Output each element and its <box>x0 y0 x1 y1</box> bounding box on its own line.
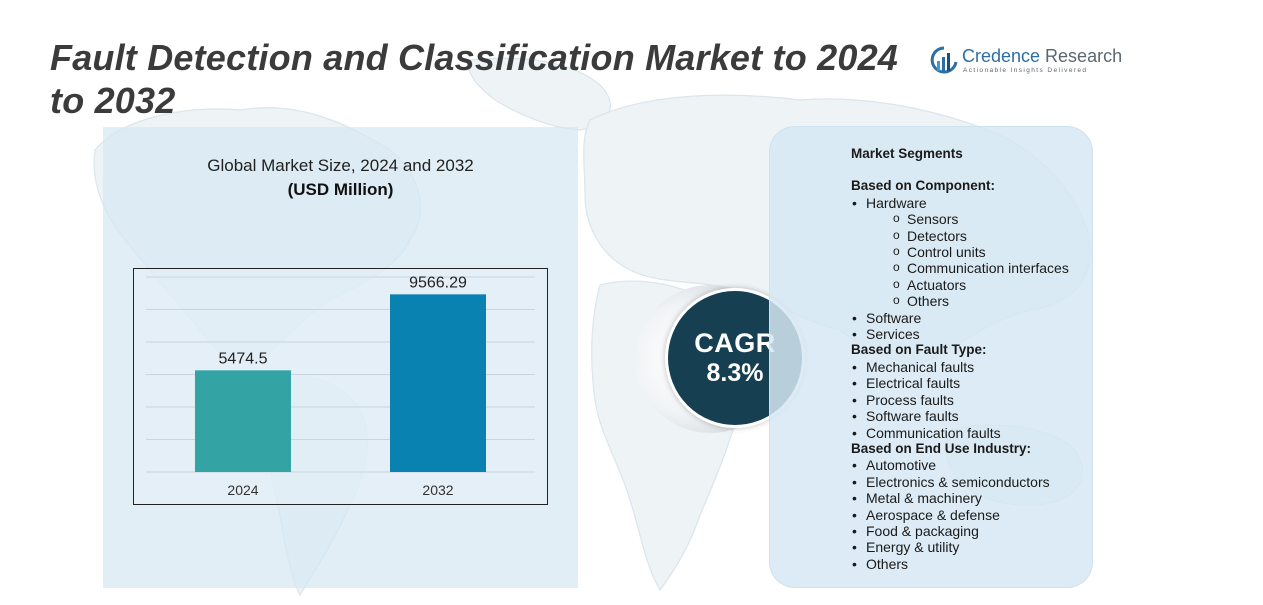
segment-group-end-use: Based on End Use Industry: <box>851 440 1032 456</box>
cagr-value: 8.3% <box>706 359 764 387</box>
bar-2032 <box>390 294 486 472</box>
segment-group-component: Based on Component: <box>851 178 995 194</box>
bar-chart-frame: 5474.5 2024 9566.29 2032 <box>133 268 548 505</box>
logo-name: Credence Research <box>962 46 1122 67</box>
segment-item: Food & packaging <box>851 523 1111 540</box>
logo-tagline: Actionable Insights Delivered <box>963 67 1088 74</box>
segment-item: Services <box>851 326 1111 343</box>
page-title: Fault Detection and Classification Marke… <box>50 37 899 121</box>
chart-title: Global Market Size, 2024 and 2032 <box>207 156 474 175</box>
x-tick-label-2024: 2024 <box>227 482 258 498</box>
segment-subitem: Communication interfaces <box>851 259 1111 276</box>
chart-subtitle: (USD Million) <box>287 180 394 199</box>
logo-bars-icon <box>930 46 958 74</box>
segment-group-fault-type: Based on Fault Type: <box>851 342 987 358</box>
segment-item: Others <box>851 556 1111 573</box>
data-label-2024: 5474.5 <box>219 350 268 367</box>
segments-heading: Market Segments <box>851 146 963 161</box>
segment-item: Software faults <box>851 408 1111 425</box>
segment-item: Aerospace & defense <box>851 507 1111 524</box>
segments-list: Market Segments Based on Component: Hard… <box>851 146 1111 573</box>
credence-research-logo: Credence Research Actionable Insights De… <box>930 44 1130 80</box>
segment-item: Mechanical faults <box>851 359 1111 376</box>
segment-item: Automotive <box>851 457 1111 474</box>
segment-item: Electrical faults <box>851 375 1111 392</box>
segment-item: Energy & utility <box>851 539 1111 556</box>
logo-name-a: Credence <box>962 46 1041 66</box>
cagr-label: CAGR <box>694 328 776 358</box>
segment-item: Metal & machinery <box>851 490 1111 507</box>
x-tick-label-2032: 2032 <box>422 482 453 498</box>
segment-subitem: Others <box>851 292 1111 309</box>
segment-subitem: Actuators <box>851 276 1111 293</box>
logo-name-b: Research <box>1040 46 1123 66</box>
segment-subitem: Sensors <box>851 210 1111 227</box>
segment-item: Process faults <box>851 392 1111 409</box>
segment-item: Communication faults <box>851 425 1111 442</box>
segment-item: Software <box>851 310 1111 327</box>
segment-subitem: Control units <box>851 243 1111 260</box>
segment-subitem: Detectors <box>851 227 1111 244</box>
segment-item: Electronics & semiconductors <box>851 474 1111 491</box>
data-label-2032: 9566.29 <box>409 274 467 291</box>
segment-item: Hardware <box>851 195 1111 212</box>
bar-chart: 5474.5 2024 9566.29 2032 <box>146 274 535 498</box>
bar-2024 <box>195 370 291 472</box>
